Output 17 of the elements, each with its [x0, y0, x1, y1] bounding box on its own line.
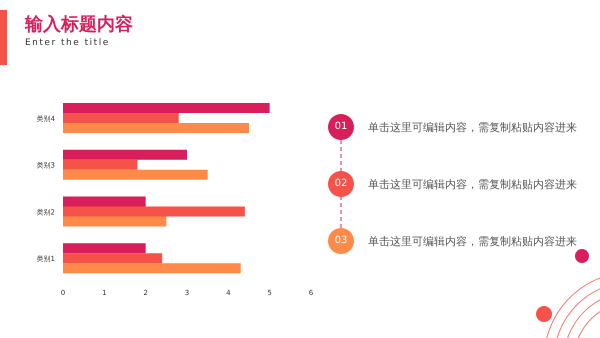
text: 03 单击这里可编辑内容，需复制粘贴内容进来: [334, 234, 577, 248]
bar: [63, 206, 245, 216]
bar: [63, 243, 146, 254]
chart-subtitle: Enter the title: [25, 38, 110, 48]
bar: [63, 263, 241, 274]
bar: [63, 160, 138, 170]
bar: [63, 150, 187, 160]
bar: [63, 216, 166, 226]
text: 02 单击这里可编辑内容，需复制粘贴内容进来: [334, 178, 577, 190]
bar: [63, 113, 179, 123]
chart-title: 输入标题内容: [25, 13, 133, 36]
bar: [63, 123, 249, 133]
bar: [63, 170, 208, 180]
bar: [63, 253, 162, 264]
bar: [63, 103, 270, 113]
text: 01 单击这里可编辑内容，需复制粘贴内容进来: [334, 120, 577, 134]
bar: [63, 196, 146, 206]
